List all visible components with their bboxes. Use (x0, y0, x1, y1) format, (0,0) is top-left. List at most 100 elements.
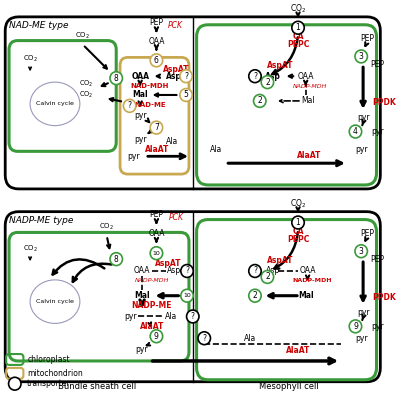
Text: NADP-MDH: NADP-MDH (293, 84, 328, 89)
Text: Ala: Ala (166, 137, 178, 146)
Text: AlaAT: AlaAT (286, 346, 310, 355)
Text: transporter: transporter (27, 379, 71, 388)
Text: 3: 3 (359, 52, 364, 61)
Text: AlaAT: AlaAT (145, 145, 170, 154)
Text: Calvin cycle: Calvin cycle (36, 101, 74, 106)
Text: OAA: OAA (298, 72, 314, 81)
Text: OAA: OAA (134, 266, 150, 275)
Text: PEPC: PEPC (287, 40, 309, 49)
Text: Mal: Mal (134, 291, 150, 300)
Text: pyr: pyr (355, 145, 368, 154)
Text: PPDK: PPDK (373, 293, 396, 302)
Circle shape (261, 271, 274, 283)
Text: CO$_2$: CO$_2$ (79, 79, 93, 89)
Circle shape (150, 54, 163, 67)
Text: pyr: pyr (124, 312, 137, 321)
Text: pyr: pyr (128, 152, 140, 161)
Text: AlaAT: AlaAT (140, 322, 165, 331)
Circle shape (186, 310, 199, 323)
Text: PCK: PCK (169, 213, 184, 222)
Text: CO$_2$: CO$_2$ (75, 30, 90, 41)
Text: AspAT: AspAT (163, 65, 190, 74)
Text: 2: 2 (265, 272, 270, 281)
Text: PEP: PEP (150, 18, 164, 27)
Circle shape (355, 245, 368, 258)
Text: Asp: Asp (166, 266, 181, 275)
Text: PCK: PCK (168, 21, 183, 30)
Text: 4: 4 (353, 127, 358, 136)
Text: Calvin cycle: Calvin cycle (36, 299, 74, 304)
Text: NADP-ME: NADP-ME (131, 301, 172, 310)
Text: PEP: PEP (360, 34, 374, 43)
Text: OAA: OAA (148, 37, 165, 46)
Text: CO$_2$: CO$_2$ (79, 90, 93, 100)
Circle shape (123, 99, 136, 112)
Text: 2: 2 (257, 97, 262, 106)
Text: CO$_2$: CO$_2$ (290, 3, 306, 15)
Circle shape (8, 377, 21, 390)
Text: 2: 2 (265, 78, 270, 87)
Text: CA: CA (292, 227, 304, 236)
Text: 9: 9 (353, 322, 358, 331)
Text: CO$_2$: CO$_2$ (290, 197, 306, 210)
Text: CO$_2$: CO$_2$ (22, 244, 38, 255)
Text: AspAT: AspAT (155, 258, 181, 268)
Text: pyr: pyr (134, 111, 146, 120)
Text: PEP: PEP (360, 229, 374, 238)
Text: pyr: pyr (355, 334, 368, 343)
Text: PEPC: PEPC (287, 235, 309, 244)
Text: 7: 7 (154, 123, 159, 132)
Text: AlaAT: AlaAT (297, 151, 322, 160)
Text: pyr: pyr (371, 322, 383, 331)
Text: ?: ? (185, 266, 189, 275)
Text: OAA: OAA (131, 72, 149, 81)
Circle shape (349, 125, 362, 138)
Text: Mesophyll cell: Mesophyll cell (258, 382, 318, 390)
Text: PPDK: PPDK (373, 98, 396, 108)
Text: Ala: Ala (165, 312, 177, 321)
Text: pyr: pyr (134, 135, 146, 144)
Text: AspAT: AspAT (267, 61, 293, 70)
Circle shape (292, 21, 304, 34)
Text: 10: 10 (183, 293, 191, 298)
Text: chloroplast: chloroplast (27, 355, 70, 364)
Text: 9: 9 (154, 332, 159, 341)
Text: PEP: PEP (370, 255, 384, 264)
Text: CO$_2$: CO$_2$ (99, 222, 114, 232)
Text: ?: ? (253, 72, 257, 81)
Text: 1: 1 (296, 218, 300, 227)
Circle shape (349, 320, 362, 333)
Circle shape (198, 332, 210, 345)
Circle shape (249, 289, 261, 302)
Text: CA: CA (292, 32, 304, 41)
Text: PEP: PEP (370, 60, 384, 69)
Circle shape (180, 89, 192, 101)
Text: pyr: pyr (357, 113, 370, 122)
Text: NAD-MDH: NAD-MDH (130, 83, 169, 89)
Text: 8: 8 (114, 74, 118, 83)
Text: pyr: pyr (136, 345, 148, 353)
Text: ?: ? (202, 334, 206, 343)
Circle shape (181, 264, 193, 277)
Text: Ala: Ala (244, 334, 256, 343)
Text: NADP-ME type: NADP-ME type (9, 216, 74, 225)
Circle shape (249, 264, 261, 277)
Text: Asp: Asp (265, 72, 281, 81)
Text: CO$_2$: CO$_2$ (22, 54, 38, 65)
Circle shape (150, 247, 163, 260)
Circle shape (110, 72, 122, 85)
Circle shape (150, 330, 163, 343)
Text: pyr: pyr (357, 308, 370, 317)
Circle shape (261, 76, 274, 89)
Text: ?: ? (184, 72, 188, 81)
Text: AspAT: AspAT (267, 256, 293, 265)
Text: Ala: Ala (210, 145, 222, 154)
Text: 10: 10 (152, 251, 160, 256)
Text: Mal: Mal (132, 91, 148, 99)
Circle shape (181, 289, 193, 302)
Text: Bundle sheath cell: Bundle sheath cell (58, 382, 136, 390)
Circle shape (249, 70, 261, 83)
Text: 8: 8 (114, 255, 118, 264)
Text: Asp: Asp (166, 72, 182, 81)
Text: Mal: Mal (301, 97, 314, 106)
